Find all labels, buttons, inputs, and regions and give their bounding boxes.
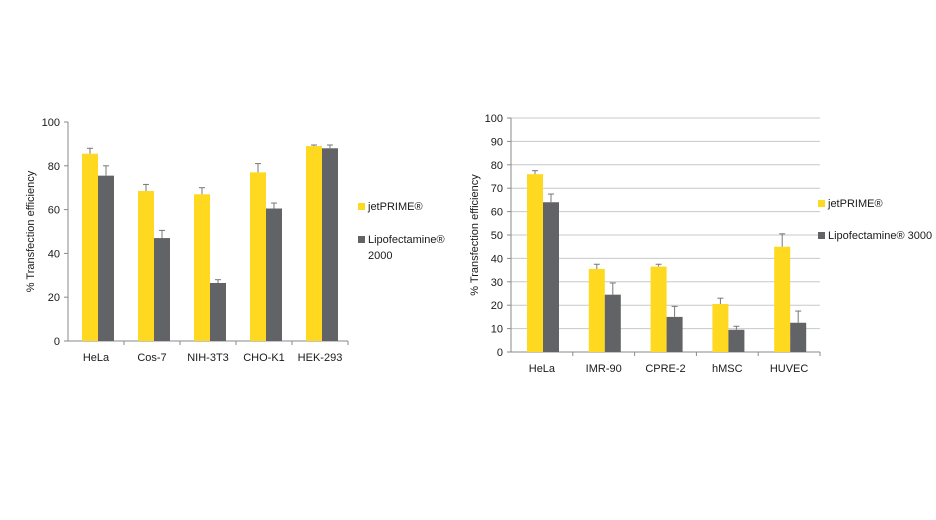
x-tick-label: IMR-90 [586, 363, 622, 375]
bar-jetprime [527, 174, 543, 352]
bar-jetprime [250, 172, 266, 341]
bar-jetprime [194, 194, 210, 341]
y-tick-label: 20 [491, 300, 503, 312]
bar-jetprime [588, 268, 605, 352]
bar-jetprime [82, 153, 98, 341]
x-tick-label: HUVEC [770, 363, 809, 375]
chart-right: 0 10 20 30 40 50 60 70 80 90 100 % Transfection eff… [469, 113, 932, 375]
bar-lipofectamine [98, 175, 114, 341]
bar-lipofectamine [322, 148, 338, 341]
legend-label-lipofectamine: Lipofectamine® 3000 [828, 230, 932, 242]
bar-lipofectamine [728, 329, 745, 352]
y-tick-label: 10 [491, 324, 503, 336]
y-tick-label: 50 [491, 230, 503, 242]
y-tick-label: 20 [48, 292, 60, 304]
y-tick-label: 60 [48, 205, 60, 217]
y-tick-label: 60 [491, 207, 503, 219]
legend-swatch-lipofectamine [818, 232, 825, 239]
y-tick-label: 30 [491, 277, 503, 289]
x-tick-label: NIH-3T3 [187, 352, 229, 364]
x-tick-label: CHO-K1 [243, 352, 285, 364]
y-tick-label: 90 [491, 136, 503, 148]
y-tick-label: 70 [491, 183, 503, 195]
legend-swatch-jetprime [358, 203, 365, 210]
y-tick-label: 80 [48, 161, 60, 173]
x-tick-label: HeLa [529, 363, 556, 375]
y-tick-label: 40 [491, 253, 503, 265]
x-tick-label: CPRE-2 [645, 363, 685, 375]
y-tick-label: 80 [491, 160, 503, 172]
x-tick-label: hMSC [712, 363, 743, 375]
x-tick-label: HeLa [83, 352, 110, 364]
bar-jetprime [650, 266, 667, 352]
bar-jetprime [712, 304, 729, 352]
legend-swatch-jetprime [818, 200, 825, 207]
y-tick-label: 40 [48, 248, 60, 260]
x-tick-label: Cos-7 [137, 352, 166, 364]
chart-left: 0 20 40 60 80 100 % Transfection efficiency HeL… [25, 117, 445, 364]
y-axis-title: % Transfection efficiency [469, 174, 481, 296]
bar-lipofectamine [666, 316, 683, 352]
legend-swatch-lipofectamine [358, 236, 365, 243]
legend: jetPRIME® Lipofectamine® 3000 [818, 198, 932, 242]
legend-label-lipofectamine-version: 2000 [368, 250, 392, 262]
y-tick-label: 100 [42, 117, 60, 129]
bar-jetprime [306, 146, 322, 341]
bar-jetprime [774, 246, 791, 352]
bar-lipofectamine [543, 202, 559, 352]
y-tick-label: 0 [497, 347, 503, 359]
y-tick-label: 100 [485, 113, 503, 125]
legend-label-lipofectamine: Lipofectamine® [368, 234, 445, 246]
bar-lipofectamine [790, 322, 807, 352]
bar-lipofectamine [604, 294, 621, 352]
bar-jetprime [138, 190, 154, 341]
x-tick-label: HEK-293 [298, 352, 343, 364]
bar-lipofectamine [210, 282, 226, 341]
y-axis-title: % Transfection efficiency [25, 170, 37, 292]
legend-label-jetprime: jetPRIME® [367, 201, 423, 213]
legend: jetPRIME® Lipofectamine® 2000 [358, 201, 445, 262]
bar-lipofectamine [154, 238, 170, 341]
y-tick-label: 0 [54, 336, 60, 348]
bar-lipofectamine [266, 208, 282, 341]
legend-label-jetprime: jetPRIME® [827, 198, 883, 210]
